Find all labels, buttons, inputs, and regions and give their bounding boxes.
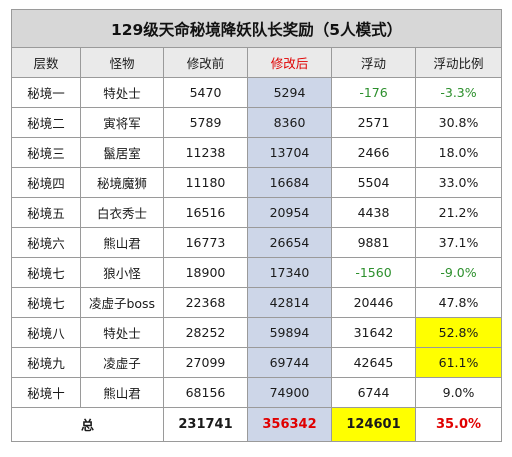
before-cell: 18900: [163, 257, 248, 288]
monster-cell: 特处士: [80, 77, 164, 108]
ratio-cell: 18.0%: [414, 137, 503, 168]
table-row: 秘境四 秘境魔狮 11180 16684 5504 33.0%: [11, 167, 503, 198]
total-ratio: 35.0%: [414, 407, 503, 442]
layer-cell: 秘境七: [11, 257, 81, 288]
monster-cell: 白衣秀士: [80, 197, 164, 228]
total-row: 总 231741 356342 124601 35.0%: [11, 407, 503, 442]
before-cell: 22368: [163, 287, 248, 318]
table-row: 秘境三 鬣居室 11238 13704 2466 18.0%: [11, 137, 503, 168]
table-row: 秘境六 熊山君 16773 26654 9881 37.1%: [11, 227, 503, 258]
ratio-cell: 52.8%: [414, 317, 503, 348]
ratio-cell: 47.8%: [414, 287, 503, 318]
after-cell: 26654: [247, 227, 332, 258]
table-row: 秘境九 凌虚子 27099 69744 42645 61.1%: [11, 347, 503, 378]
layer-cell: 秘境八: [11, 317, 81, 348]
total-after: 356342: [247, 407, 332, 442]
header-after: 修改后: [247, 47, 332, 78]
table-row: 秘境一 特处士 5470 5294 -176 -3.3%: [11, 77, 503, 108]
header-row: 层数 怪物 修改前 修改后 浮动 浮动比例: [11, 47, 503, 78]
layer-cell: 秘境十: [11, 377, 81, 408]
table-row: 秘境七 狼小怪 18900 17340 -1560 -9.0%: [11, 257, 503, 288]
change-cell: 2571: [331, 107, 416, 138]
layer-cell: 秘境四: [11, 167, 81, 198]
reward-table: 129级天命秘境降妖队长奖励（5人模式） 层数 怪物 修改前 修改后 浮动 浮动…: [10, 9, 503, 442]
after-cell: 20954: [247, 197, 332, 228]
ratio-cell: 30.8%: [414, 107, 503, 138]
total-change: 124601: [331, 407, 416, 442]
before-cell: 28252: [163, 317, 248, 348]
change-cell: 20446: [331, 287, 416, 318]
layer-cell: 秘境三: [11, 137, 81, 168]
table-row: 秘境五 白衣秀士 16516 20954 4438 21.2%: [11, 197, 503, 228]
before-cell: 11238: [163, 137, 248, 168]
total-before: 231741: [163, 407, 248, 442]
layer-cell: 秘境一: [11, 77, 81, 108]
change-cell: -176: [331, 77, 416, 108]
after-cell: 8360: [247, 107, 332, 138]
change-cell: -1560: [331, 257, 416, 288]
ratio-cell: 9.0%: [414, 377, 503, 408]
monster-cell: 凌虚子: [80, 347, 164, 378]
after-cell: 59894: [247, 317, 332, 348]
before-cell: 16773: [163, 227, 248, 258]
after-cell: 16684: [247, 167, 332, 198]
header-layer: 层数: [11, 47, 81, 78]
monster-cell: 特处士: [80, 317, 164, 348]
table-row: 秘境七 凌虚子boss 22368 42814 20446 47.8%: [11, 287, 503, 318]
before-cell: 68156: [163, 377, 248, 408]
header-monster: 怪物: [80, 47, 164, 78]
monster-cell: 寅将军: [80, 107, 164, 138]
layer-cell: 秘境二: [11, 107, 81, 138]
before-cell: 27099: [163, 347, 248, 378]
layer-cell: 秘境七: [11, 287, 81, 318]
after-cell: 42814: [247, 287, 332, 318]
layer-cell: 秘境五: [11, 197, 81, 228]
title-row: 129级天命秘境降妖队长奖励（5人模式）: [10, 9, 503, 48]
table-row: 秘境二 寅将军 5789 8360 2571 30.8%: [11, 107, 503, 138]
change-cell: 5504: [331, 167, 416, 198]
ratio-cell: 33.0%: [414, 167, 503, 198]
layer-cell: 秘境六: [11, 227, 81, 258]
header-ratio: 浮动比例: [414, 47, 503, 78]
monster-cell: 狼小怪: [80, 257, 164, 288]
before-cell: 5789: [163, 107, 248, 138]
after-cell: 13704: [247, 137, 332, 168]
ratio-cell: -9.0%: [414, 257, 503, 288]
total-label: 总: [11, 407, 164, 442]
before-cell: 5470: [163, 77, 248, 108]
monster-cell: 熊山君: [80, 377, 164, 408]
ratio-cell: 21.2%: [414, 197, 503, 228]
change-cell: 2466: [331, 137, 416, 168]
after-cell: 5294: [247, 77, 332, 108]
monster-cell: 熊山君: [80, 227, 164, 258]
table-row: 秘境十 熊山君 68156 74900 6744 9.0%: [11, 377, 503, 408]
after-cell: 69744: [247, 347, 332, 378]
change-cell: 31642: [331, 317, 416, 348]
before-cell: 16516: [163, 197, 248, 228]
change-cell: 9881: [331, 227, 416, 258]
change-cell: 6744: [331, 377, 416, 408]
layer-cell: 秘境九: [11, 347, 81, 378]
after-cell: 74900: [247, 377, 332, 408]
change-cell: 42645: [331, 347, 416, 378]
change-cell: 4438: [331, 197, 416, 228]
table-row: 秘境八 特处士 28252 59894 31642 52.8%: [11, 317, 503, 348]
header-change: 浮动: [331, 47, 416, 78]
ratio-cell: -3.3%: [414, 77, 503, 108]
monster-cell: 凌虚子boss: [80, 287, 164, 318]
after-cell: 17340: [247, 257, 332, 288]
before-cell: 11180: [163, 167, 248, 198]
monster-cell: 秘境魔狮: [80, 167, 164, 198]
table-title: 129级天命秘境降妖队长奖励（5人模式）: [10, 9, 503, 48]
ratio-cell: 37.1%: [414, 227, 503, 258]
ratio-cell: 61.1%: [414, 347, 503, 378]
header-before: 修改前: [163, 47, 248, 78]
monster-cell: 鬣居室: [80, 137, 164, 168]
